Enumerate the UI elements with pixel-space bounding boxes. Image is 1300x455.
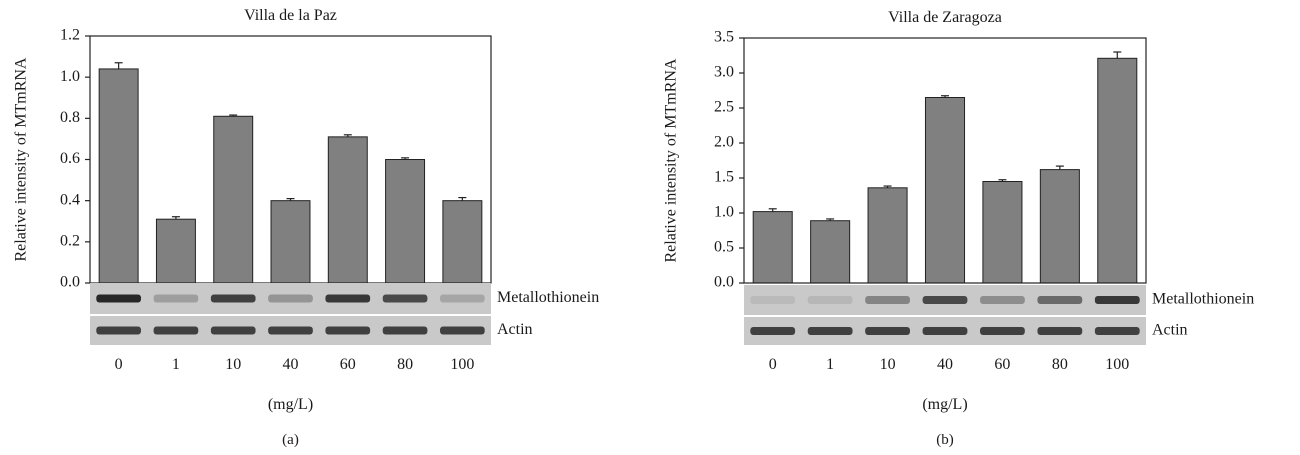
chart-panel-a: Villa de la Paz Relative intensity of MTm… [13, 7, 600, 448]
x-tick-label-a-40: 40 [283, 356, 299, 373]
gel-band-metallothionein-a-80 [382, 294, 428, 303]
gel-band-metallothionein-a-40 [268, 294, 313, 303]
gel-band-actin-a-60 [325, 326, 371, 335]
y-tick-label-b-0.5: 0.5 [714, 239, 734, 256]
y-tick-label-b-1.0: 1.0 [714, 204, 734, 221]
x-tick-label-b-10: 10 [880, 356, 896, 373]
chart-panel-b: Villa de Zaragoza Relative intensity of M… [650, 0, 1300, 455]
x-tick-label-a-60: 60 [340, 356, 356, 373]
x-tick-label-b-60: 60 [994, 356, 1010, 373]
bar-b-40 [924, 97, 966, 284]
y-tick-label-b-2.5: 2.5 [714, 99, 734, 116]
gel-band-actin-b-80 [1037, 327, 1083, 335]
gel-band-metallothionein-b-10 [865, 296, 910, 304]
panel-label-b: (b) [936, 432, 954, 448]
panel-label-a: (a) [282, 432, 299, 448]
x-tick-label-b-100: 100 [1105, 356, 1129, 373]
x-tick-label-a-80: 80 [397, 356, 413, 373]
x-tick-label-b-1: 1 [826, 356, 834, 373]
bar-a-10 [213, 115, 254, 284]
y-tick-label-a-0.4: 0.4 [60, 191, 80, 208]
gel-band-metallothionein-b-40 [922, 296, 968, 304]
y-tick-label-b-1.5: 1.5 [714, 169, 734, 186]
gel-band-actin-a-100 [440, 326, 485, 335]
chart-title-a: Villa de la Paz [244, 7, 337, 24]
bar-a-60 [327, 136, 368, 284]
y-axis-label-b: Relative intensity of MTmRNA [663, 58, 680, 262]
y-tick-label-b-0.0: 0.0 [714, 274, 734, 291]
gel-band-actin-a-10 [210, 326, 256, 335]
gel-band-metallothionein-b-60 [980, 296, 1025, 304]
y-tick-label-a-0.0: 0.0 [60, 274, 80, 291]
bar-b-60 [982, 181, 1023, 284]
y-tick-label-b-3.0: 3.0 [714, 64, 734, 81]
y-tick-label-a-0.2: 0.2 [60, 233, 80, 250]
x-tick-label-b-40: 40 [937, 356, 953, 373]
gel-band-metallothionein-a-1 [153, 294, 199, 303]
bar-a-0 [98, 68, 139, 284]
bar-b-100 [1097, 57, 1138, 284]
gel-band-actin-b-10 [865, 327, 910, 335]
gel-label-actin-a: Actin [497, 321, 533, 338]
plot-frame-b [743, 37, 1147, 284]
gel-band-metallothionein-b-100 [1094, 296, 1140, 304]
bar-b-10 [867, 187, 908, 284]
gel-band-metallothionein-a-60 [325, 294, 371, 303]
x-axis-label-a: (mg/L) [268, 396, 313, 413]
gel-band-actin-b-40 [922, 327, 968, 335]
x-tick-label-a-0: 0 [115, 356, 123, 373]
gel-band-actin-b-100 [1094, 327, 1140, 335]
gel-label-metallothionein-b: Metallothionein [1152, 291, 1254, 308]
x-tick-label-a-100: 100 [450, 356, 474, 373]
x-tick-label-a-1: 1 [172, 356, 180, 373]
gel-band-actin-b-1 [807, 327, 853, 335]
gel-band-metallothionein-a-10 [210, 294, 256, 303]
x-axis-label-b: (mg/L) [922, 396, 967, 413]
bar-a-1 [155, 218, 196, 284]
bar-a-100 [442, 200, 483, 284]
chart-svg-b: Villa de Zaragoza Relative intensity of M… [663, 9, 1255, 448]
y-tick-label-a-1.2: 1.2 [60, 27, 80, 44]
bar-a-40 [270, 200, 311, 284]
y-tick-label-b-2.0: 2.0 [714, 134, 734, 151]
y-axis-label-a: Relative intensity of MTmRNA [13, 57, 30, 261]
y-tick-label-a-0.6: 0.6 [60, 150, 80, 167]
y-tick-label-a-1.0: 1.0 [60, 68, 80, 85]
bar-a-80 [385, 159, 426, 284]
bar-b-80 [1039, 169, 1080, 284]
gel-band-metallothionein-b-1 [807, 296, 853, 304]
gel-label-actin-b: Actin [1152, 322, 1188, 339]
gel-band-actin-a-1 [153, 326, 199, 335]
chart-svg-a: Villa de la Paz Relative intensity of MTm… [13, 7, 600, 448]
gel-band-actin-a-40 [268, 326, 313, 335]
gel-band-actin-b-60 [980, 327, 1025, 335]
x-tick-label-b-0: 0 [769, 356, 777, 373]
x-tick-label-b-80: 80 [1052, 356, 1068, 373]
gel-band-actin-b-0 [750, 327, 796, 335]
y-tick-label-a-0.8: 0.8 [60, 109, 80, 126]
bar-b-0 [752, 211, 793, 284]
gel-band-metallothionein-b-80 [1037, 296, 1083, 304]
gel-band-metallothionein-a-100 [440, 294, 485, 303]
y-tick-label-b-3.5: 3.5 [714, 29, 734, 46]
gel-band-metallothionein-b-0 [750, 296, 796, 304]
gel-band-actin-a-80 [382, 326, 428, 335]
gel-label-metallothionein-a: Metallothionein [497, 289, 599, 306]
bar-b-1 [810, 220, 851, 284]
x-tick-label-a-10: 10 [225, 356, 241, 373]
gel-band-actin-a-0 [96, 326, 141, 335]
gel-band-metallothionein-a-0 [96, 294, 141, 303]
chart-title-b: Villa de Zaragoza [888, 9, 1002, 26]
